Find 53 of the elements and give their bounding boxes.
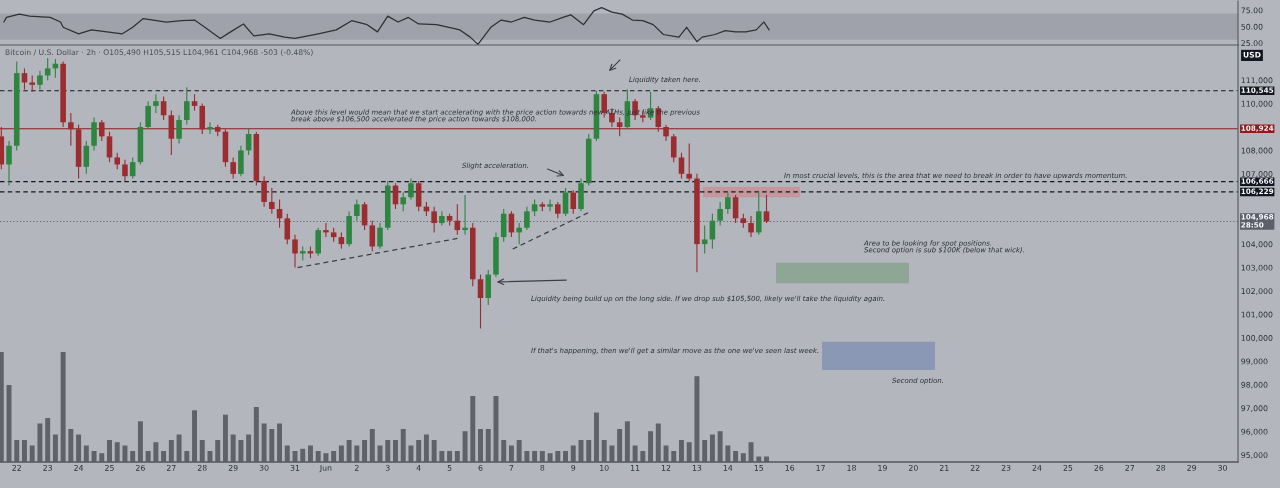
candlestick bbox=[129, 156, 136, 180]
candlestick bbox=[400, 192, 406, 212]
candlestick bbox=[184, 86, 190, 126]
candlestick bbox=[701, 224, 708, 255]
candlestick bbox=[176, 114, 182, 144]
candlestick bbox=[670, 133, 677, 163]
candlestick bbox=[106, 131, 113, 163]
candlestick bbox=[44, 57, 51, 81]
candlestick bbox=[547, 199, 553, 212]
candlestick bbox=[199, 103, 206, 135]
candlestick bbox=[732, 194, 739, 224]
candlestick bbox=[678, 152, 685, 180]
candlestick bbox=[524, 206, 530, 231]
candlestick bbox=[292, 234, 298, 269]
candlestick bbox=[755, 192, 762, 236]
candlestick bbox=[377, 222, 383, 250]
candlestick bbox=[145, 100, 151, 130]
candlestick bbox=[361, 201, 368, 231]
candlestick bbox=[408, 177, 414, 201]
candlestick bbox=[562, 187, 569, 217]
candlestick bbox=[431, 206, 437, 233]
candlestick bbox=[68, 112, 74, 147]
candlestick bbox=[477, 274, 484, 330]
candlestick bbox=[153, 93, 159, 114]
candlestick bbox=[6, 140, 12, 187]
candlestick bbox=[91, 117, 97, 151]
candlestick bbox=[230, 156, 236, 180]
candlestick bbox=[601, 91, 607, 119]
candlestick bbox=[686, 142, 692, 182]
candlestick bbox=[160, 95, 167, 121]
candlestick bbox=[83, 140, 90, 175]
candlestick bbox=[261, 175, 267, 208]
candlestick bbox=[748, 215, 754, 238]
candlestick bbox=[354, 199, 360, 222]
candlestick bbox=[462, 194, 468, 236]
candlestick bbox=[37, 70, 43, 91]
candlestick bbox=[122, 159, 128, 182]
candlestick bbox=[238, 145, 244, 177]
candlestick bbox=[415, 180, 422, 212]
candlestick bbox=[98, 119, 105, 142]
candlestick bbox=[516, 222, 522, 245]
candlestick bbox=[725, 192, 731, 215]
candlestick bbox=[284, 213, 291, 245]
candlestick bbox=[570, 189, 577, 215]
candlestick bbox=[369, 220, 376, 252]
candlestick bbox=[485, 269, 492, 306]
candlestick bbox=[269, 187, 275, 215]
candlestick bbox=[168, 110, 175, 156]
candlestick bbox=[717, 201, 723, 226]
candlestick bbox=[315, 227, 321, 257]
candlestick bbox=[323, 222, 329, 238]
candlestick bbox=[207, 121, 213, 135]
candlestick bbox=[616, 117, 623, 137]
